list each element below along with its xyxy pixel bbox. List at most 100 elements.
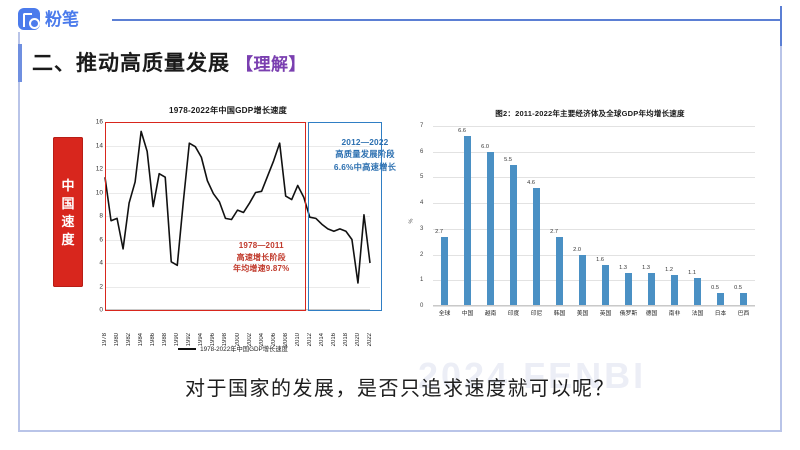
gridline bbox=[433, 306, 755, 307]
x-tick-label: 南非 bbox=[668, 311, 681, 317]
bar-item: 2.7 bbox=[433, 126, 456, 306]
high-speed-phase-annotation: 1978—2011 高速增长阶段 年均增速9.87% bbox=[233, 240, 289, 275]
bar-rect bbox=[441, 236, 448, 306]
left-chart-x-axis bbox=[105, 309, 370, 310]
y-tick-label: 3 bbox=[420, 225, 424, 232]
gridline bbox=[105, 216, 370, 217]
bar-item: 1.3 bbox=[640, 126, 663, 306]
china-speed-badge: 中 国 速 度 bbox=[53, 137, 83, 287]
y-tick-label: 10 bbox=[95, 189, 103, 196]
bar-value-label: 2.0 bbox=[573, 246, 581, 253]
bar-item: 2.7 bbox=[548, 126, 571, 306]
left-chart-x-labels: 1978 1980 1982 1984 1986 1988 1990 1992 1994 1996… bbox=[102, 312, 373, 346]
fenbi-logo-icon bbox=[18, 8, 40, 30]
y-tick-label: 0 bbox=[99, 306, 103, 314]
legend-line-swatch bbox=[178, 347, 197, 350]
bar-rect bbox=[510, 164, 517, 306]
bar-item: 2.0 bbox=[571, 126, 594, 306]
bar-rect bbox=[671, 275, 678, 306]
gridline bbox=[105, 145, 370, 147]
x-tick-label: 日本 bbox=[714, 311, 727, 317]
y-tick-label: 6 bbox=[99, 236, 103, 243]
gridline bbox=[433, 228, 755, 230]
anno-blue-line-0: 2012—2022 bbox=[341, 137, 389, 147]
y-tick-label: 14 bbox=[95, 142, 103, 149]
bar-rect bbox=[694, 277, 701, 306]
bar-item: 6.0 bbox=[479, 126, 502, 306]
x-tick-label: 英国 bbox=[599, 311, 612, 317]
right-chart-x-axis bbox=[433, 305, 755, 306]
gridline bbox=[105, 192, 370, 194]
anno-red-line-1: 高速增长阶段 bbox=[236, 252, 286, 262]
page-title: 二、推动高质量发展 【理解】 bbox=[32, 47, 306, 77]
bar-value-label: 1.1 bbox=[688, 269, 696, 276]
bar-rect bbox=[740, 293, 747, 306]
bar-item: 1.3 bbox=[617, 126, 640, 306]
gridline bbox=[433, 126, 755, 127]
y-tick-label: 7 bbox=[420, 123, 424, 129]
bar-value-label: 0.5 bbox=[734, 285, 742, 292]
badge-char-2: 速 bbox=[61, 213, 75, 229]
x-tick-label: 俄罗斯 bbox=[619, 311, 638, 317]
left-chart-plot-area: 0 2 4 6 8 10 12 14 16 1978—2011 高速增长阶段 年均增速9.87%… bbox=[96, 119, 396, 314]
x-tick-label: 越南 bbox=[484, 311, 497, 317]
x-tick-label: 韩国 bbox=[553, 311, 566, 317]
y-tick-label: 5 bbox=[420, 174, 424, 181]
anno-blue-line-1: 高质量发展阶段 bbox=[335, 149, 395, 160]
x-tick-label: 全球 bbox=[438, 311, 451, 317]
page-title-tag: 【理解】 bbox=[236, 55, 306, 74]
slide-frame bbox=[18, 32, 782, 432]
right-chart-plot-area: 0 1 2 3 4 5 6 7 % 2.7 6.6 6.0 5.5 4.6 2.7 2.0 1.6 1.3 1.… bbox=[408, 123, 755, 309]
y-tick-label: 0 bbox=[420, 303, 424, 309]
right-chart-y-axis-label: % bbox=[408, 218, 415, 224]
bar-series: 2.7 6.6 6.0 5.5 4.6 2.7 2.0 1.6 1.3 1.3 1.2 1.1 0.5 0… bbox=[433, 126, 755, 306]
bar-value-label: 1.3 bbox=[619, 264, 627, 271]
x-tick-label: 印尼 bbox=[530, 311, 543, 317]
watermark: 2024 FENBI bbox=[418, 355, 647, 396]
gdp-growth-line bbox=[104, 130, 371, 284]
bar-rect bbox=[625, 272, 632, 306]
gridline bbox=[433, 151, 755, 153]
gridline bbox=[433, 177, 755, 179]
bar-item: 5.5 bbox=[502, 126, 525, 306]
bar-item: 0.5 bbox=[732, 126, 755, 306]
badge-char-3: 度 bbox=[61, 231, 75, 247]
x-tick-label: 印度 bbox=[507, 311, 520, 317]
bar-value-label: 4.6 bbox=[527, 179, 535, 186]
bar-value-label: 0.5 bbox=[711, 285, 719, 292]
bar-item: 1.1 bbox=[686, 126, 709, 306]
frame-accent-edge bbox=[780, 6, 782, 46]
legend-label: 1978-2022年中国GDP增长速度 bbox=[200, 346, 288, 353]
bar-value-label: 2.7 bbox=[550, 228, 558, 235]
header-divider bbox=[112, 19, 780, 21]
brand-logo: 粉笔 bbox=[18, 8, 79, 30]
charts-container: 1978-2022年中国GDP增长速度 中 国 速 度 0 2 4 6 8 10 12 14 1… bbox=[45, 100, 770, 355]
anno-red-line-2: 年均增速9.87% bbox=[233, 264, 290, 274]
y-tick-label: 1 bbox=[420, 277, 424, 284]
bar-rect bbox=[533, 187, 540, 306]
right-chart-title: 图2：2011-2022年主要经济体及全球GDP年均增长速度 bbox=[495, 109, 685, 118]
gridline bbox=[105, 239, 370, 241]
x-tick-label: 2022 bbox=[367, 332, 373, 346]
title-accent-bar bbox=[18, 44, 22, 82]
y-tick-label: 2 bbox=[420, 251, 424, 258]
left-chart-y-ticks: 0 2 4 6 8 10 12 14 16 bbox=[87, 119, 103, 314]
y-tick-label: 4 bbox=[99, 259, 103, 267]
brand-name: 粉笔 bbox=[45, 9, 79, 29]
bar-value-label: 2.7 bbox=[435, 228, 443, 235]
bar-value-label: 6.0 bbox=[481, 143, 489, 150]
badge-char-0: 中 bbox=[61, 177, 75, 193]
badge-char-1: 国 bbox=[61, 195, 75, 211]
bar-value-label: 6.6 bbox=[458, 128, 466, 135]
y-tick-label: 6 bbox=[420, 148, 424, 155]
left-chart-title: 1978-2022年中国GDP增长速度 bbox=[168, 106, 287, 115]
bar-value-label: 1.2 bbox=[665, 267, 673, 274]
bar-rect bbox=[464, 136, 471, 306]
bar-item: 6.6 bbox=[456, 126, 479, 306]
gridline bbox=[433, 254, 755, 256]
china-gdp-growth-line-chart: 1978-2022年中国GDP增长速度 中 国 速 度 0 2 4 6 8 10 12 14 1… bbox=[45, 100, 396, 355]
left-chart-legend: 1978-2022年中国GDP增长速度 bbox=[103, 344, 363, 353]
bar-value-label: 1.3 bbox=[642, 264, 650, 271]
bar-rect bbox=[648, 272, 655, 306]
